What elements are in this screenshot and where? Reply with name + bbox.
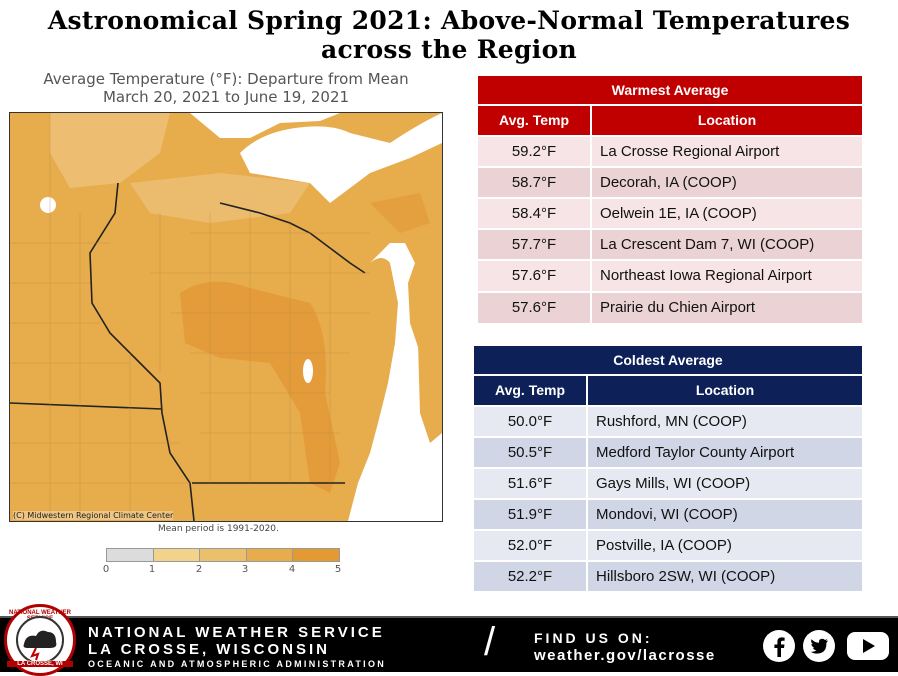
nws-logo: NATIONAL WEATHER SERVICE LA CROSSE, WI (4, 604, 76, 676)
county-lines (10, 113, 370, 521)
temp-cell: 59.2°F (478, 137, 592, 166)
legend-tick: 1 (148, 564, 156, 575)
warmest-table-header: Warmest Average (478, 76, 862, 104)
table-row: 58.7°F Decorah, IA (COOP) (478, 166, 862, 197)
footer-slash: / (484, 620, 496, 664)
temp-cell: 50.5°F (474, 438, 588, 467)
legend-tick: 3 (241, 564, 249, 575)
legend-tick: 4 (288, 564, 296, 575)
legend-tick: 0 (102, 564, 110, 575)
table-row: 52.0°F Postville, IA (COOP) (474, 529, 862, 560)
legend-swatch-1-2 (153, 549, 201, 561)
table-row: 57.6°F Prairie du Chien Airport (478, 291, 862, 323)
temp-cell: 50.0°F (474, 407, 588, 436)
location-cell: Rushford, MN (COOP) (596, 413, 747, 430)
page-title: Astronomical Spring 2021: Above-Normal T… (47, 6, 851, 64)
table-row: 50.5°F Medford Taylor County Airport (474, 436, 862, 467)
coldest-table-header: Coldest Average (474, 346, 862, 374)
legend-swatch-2-3 (200, 549, 247, 561)
legend-tick: 2 (195, 564, 203, 575)
departure-map (10, 113, 442, 521)
footer-website-link[interactable]: weather.gov/lacrosse (534, 647, 716, 664)
coldest-column-headers: Avg. Temp Location (474, 374, 862, 405)
lake-michigan (348, 243, 442, 521)
temp-cell: 51.9°F (474, 500, 588, 529)
temp-cell: 52.0°F (474, 531, 588, 560)
location-cell: La Crescent Dam 7, WI (COOP) (600, 236, 815, 253)
column-header-temp: Avg. Temp (474, 376, 588, 405)
table-row: 57.6°F Northeast Iowa Regional Airport (478, 259, 862, 291)
table-row: 58.4°F Oelwein 1E, IA (COOP) (478, 197, 862, 228)
legend-tick: 5 (334, 564, 342, 575)
location-cell: Medford Taylor County Airport (596, 444, 795, 461)
legend-color-bar (106, 548, 340, 562)
column-header-location: Location (592, 106, 862, 135)
lake-superior (240, 113, 442, 203)
temp-cell: 57.6°F (478, 261, 592, 291)
warmest-column-headers: Avg. Temp Location (478, 104, 862, 135)
legend-swatch-3-4 (246, 549, 294, 561)
map-caption-line1: Average Temperature (°F): Departure from… (43, 70, 409, 88)
map-caption: Average Temperature (°F): Departure from… (8, 70, 444, 106)
table-row: 51.9°F Mondovi, WI (COOP) (474, 498, 862, 529)
michigan-shore (418, 323, 442, 443)
footer-nws-name: NATIONAL WEATHER SERVICE (88, 624, 385, 641)
map-legend: 0 1 2 3 4 5 (103, 548, 341, 578)
table-row: 50.0°F Rushford, MN (COOP) (474, 405, 862, 436)
footer-office: LA CROSSE, WISCONSIN (88, 641, 330, 658)
temperature-departure-map-panel: Average Temperature (°F): Departure from… (8, 68, 444, 588)
lake-winnebago (303, 359, 313, 383)
temp-cell: 57.6°F (478, 293, 592, 323)
facebook-icon[interactable] (762, 629, 796, 663)
temp-cell: 58.4°F (478, 199, 592, 228)
temp-cell: 58.7°F (478, 168, 592, 197)
logo-emblem (16, 616, 64, 664)
map-dark-band (180, 281, 340, 493)
column-header-temp: Avg. Temp (478, 106, 592, 135)
location-cell: Postville, IA (COOP) (596, 537, 732, 554)
map-frame: (C) Midwestern Regional Climate Center (9, 112, 443, 522)
twitter-icon[interactable] (802, 629, 836, 663)
mille-lacs-lake (40, 197, 56, 213)
map-dark-patch-ne (370, 193, 430, 233)
temp-cell: 51.6°F (474, 469, 588, 498)
legend-swatch-4-5 (293, 549, 339, 561)
location-cell: Northeast Iowa Regional Airport (600, 267, 812, 284)
location-cell: Hillsboro 2SW, WI (COOP) (596, 568, 776, 585)
map-light-zone-upper (130, 173, 310, 223)
temp-cell: 57.7°F (478, 230, 592, 259)
logo-cloud-icon (23, 630, 57, 661)
youtube-icon[interactable] (846, 629, 890, 663)
location-cell: Gays Mills, WI (COOP) (596, 475, 751, 492)
table-row: 57.7°F La Crescent Dam 7, WI (COOP) (478, 228, 862, 259)
table-row: 51.6°F Gays Mills, WI (COOP) (474, 467, 862, 498)
location-cell: Mondovi, WI (COOP) (596, 506, 738, 523)
warmest-average-table: Warmest Average Avg. Temp Location 59.2°… (478, 76, 862, 323)
map-light-zone-north (50, 113, 170, 188)
map-caption-line2: March 20, 2021 to June 19, 2021 (102, 88, 350, 106)
mean-period-note: Mean period is 1991-2020. (158, 524, 279, 534)
footer-bar (0, 616, 898, 672)
location-cell: Prairie du Chien Airport (600, 299, 756, 316)
lake-superior-east (190, 113, 340, 138)
table-row: 59.2°F La Crosse Regional Airport (478, 135, 862, 166)
footer-org: OCEANIC AND ATMOSPHERIC ADMINISTRATION (88, 659, 387, 669)
table-row: 52.2°F Hillsboro 2SW, WI (COOP) (474, 560, 862, 591)
legend-swatch-0-1 (107, 549, 154, 561)
map-credit: (C) Midwestern Regional Climate Center (13, 511, 174, 520)
ia-mn-border (10, 402, 163, 410)
logo-bottom-text: LA CROSSE, WI (7, 661, 73, 667)
footer-find-us: FIND US ON: (534, 630, 653, 646)
temp-cell: 52.2°F (474, 562, 588, 591)
location-cell: Oelwein 1E, IA (COOP) (600, 205, 757, 222)
coldest-average-table: Coldest Average Avg. Temp Location 50.0°… (474, 346, 862, 591)
column-header-location: Location (588, 376, 862, 405)
mn-wi-border (89, 182, 195, 521)
footer-divider (0, 616, 898, 618)
location-cell: La Crosse Regional Airport (600, 143, 780, 160)
location-cell: Decorah, IA (COOP) (600, 174, 737, 191)
